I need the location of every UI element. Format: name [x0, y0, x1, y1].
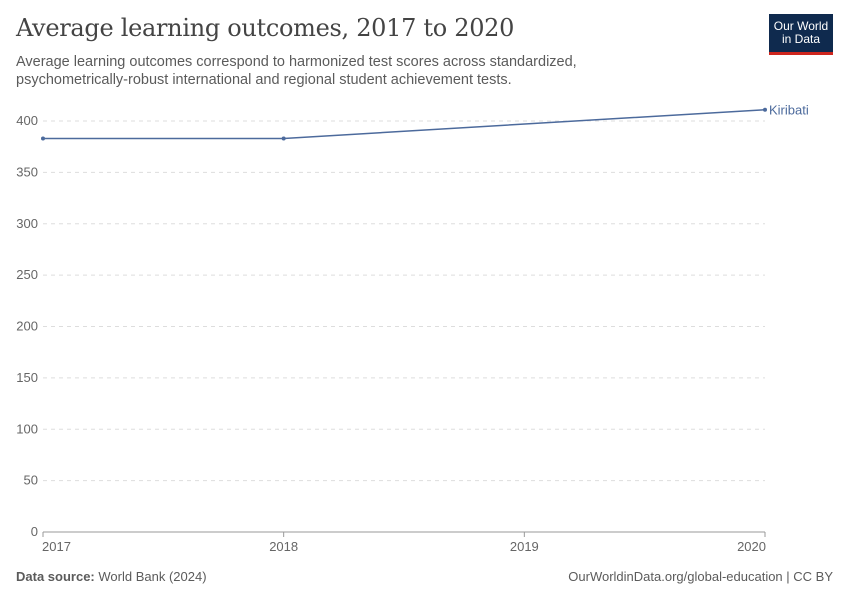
source-value[interactable]: World Bank (2024) — [98, 569, 207, 584]
y-tick-label: 200 — [16, 319, 38, 334]
logo-line-2: in Data — [781, 32, 821, 46]
data-source: Data source: World Bank (2024) — [16, 569, 207, 584]
data-point — [41, 136, 45, 141]
chart-subtitle: Average learning outcomes correspond to … — [16, 54, 577, 88]
data-point — [763, 107, 767, 112]
source-label: Data source: — [16, 569, 95, 584]
y-tick-label: 100 — [16, 421, 38, 436]
chart-title: Average learning outcomes, 2017 to 2020 — [16, 14, 515, 42]
y-tick-label: 150 — [16, 370, 38, 385]
data-point — [281, 136, 286, 141]
x-tick-label: 2020 — [737, 539, 766, 554]
y-tick-label: 300 — [16, 216, 38, 231]
x-tick-label: 2019 — [510, 539, 539, 554]
y-tick-label: 50 — [24, 473, 38, 488]
x-tick-label: 2018 — [269, 539, 298, 554]
series-line-kiribati — [43, 108, 766, 140]
owid-logo[interactable]: Our World in Data — [769, 14, 833, 55]
y-tick-label: 0 — [31, 524, 38, 539]
source-url[interactable]: OurWorldinData.org/global-education | CC… — [568, 569, 833, 584]
y-tick-label: 250 — [16, 267, 38, 282]
x-tick-label: 2017 — [42, 539, 71, 554]
y-tick-label: 400 — [16, 113, 38, 128]
logo-line-1: Our World — [773, 19, 829, 33]
y-tick-label: 350 — [16, 164, 38, 179]
series-label: Kiribati — [769, 103, 809, 118]
